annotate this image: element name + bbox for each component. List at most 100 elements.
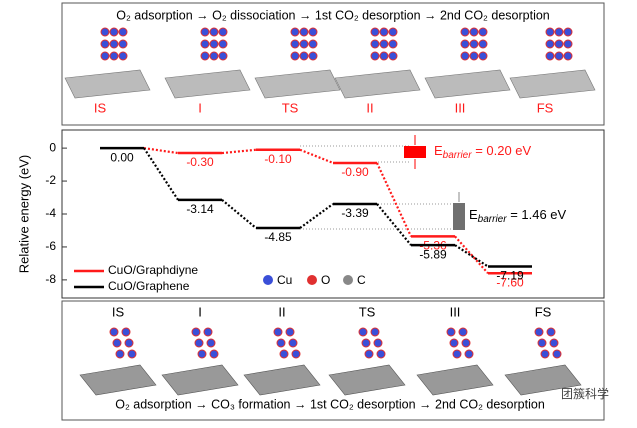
value-label: -3.39 bbox=[341, 206, 369, 220]
state-label: TS bbox=[282, 100, 299, 115]
atom bbox=[200, 27, 210, 37]
atom bbox=[290, 39, 300, 49]
connector bbox=[143, 147, 179, 201]
structures bbox=[64, 27, 596, 396]
atom bbox=[218, 39, 228, 49]
atom bbox=[546, 327, 556, 337]
atom bbox=[469, 39, 479, 49]
atom bbox=[299, 51, 309, 61]
y-tick-label: -2 bbox=[45, 173, 56, 187]
atom bbox=[273, 327, 283, 337]
atom bbox=[209, 51, 219, 61]
connector bbox=[376, 162, 412, 237]
state-label: II bbox=[366, 100, 373, 115]
atom bbox=[373, 338, 383, 348]
atom-legend-label: C bbox=[357, 273, 366, 287]
atom-legend-marker bbox=[307, 275, 317, 285]
atom bbox=[291, 349, 301, 359]
atom bbox=[194, 338, 204, 348]
annotation-part: = 1.46 eV bbox=[507, 207, 567, 222]
atom bbox=[290, 51, 300, 61]
atom bbox=[460, 39, 470, 49]
atom bbox=[358, 327, 368, 337]
atom bbox=[464, 349, 474, 359]
atom bbox=[218, 51, 228, 61]
barrier-annotation: Ebarrier = 1.46 eV bbox=[469, 207, 567, 224]
atom bbox=[460, 51, 470, 61]
atom bbox=[469, 27, 479, 37]
atom bbox=[203, 327, 213, 337]
value-label: -7.60 bbox=[496, 275, 524, 289]
atom bbox=[109, 327, 119, 337]
watermark: 团簇科学 bbox=[561, 386, 609, 401]
y-tick-label: -8 bbox=[45, 272, 56, 286]
atom bbox=[206, 338, 216, 348]
atom bbox=[100, 39, 110, 49]
value-label: -0.10 bbox=[264, 152, 292, 166]
value-label: -7.19 bbox=[496, 269, 524, 283]
atom bbox=[109, 39, 119, 49]
atom bbox=[452, 349, 462, 359]
value-label: -5.89 bbox=[419, 247, 447, 261]
atom bbox=[200, 39, 210, 49]
state-label: FS bbox=[535, 304, 552, 319]
value-label: -4.85 bbox=[264, 230, 292, 244]
atom-legend-marker bbox=[343, 275, 353, 285]
atom bbox=[461, 338, 471, 348]
atom bbox=[361, 338, 371, 348]
slab bbox=[504, 364, 582, 396]
atom bbox=[478, 27, 488, 37]
slab bbox=[64, 69, 151, 99]
atom bbox=[109, 27, 119, 37]
atom bbox=[118, 39, 128, 49]
atom bbox=[446, 327, 456, 337]
y-tick-label: 0 bbox=[49, 140, 56, 154]
atom bbox=[109, 51, 119, 61]
atom bbox=[388, 51, 398, 61]
atom bbox=[118, 51, 128, 61]
state-label: I bbox=[198, 100, 202, 115]
bottom-caption: O₂ adsorption → CO₃ formation → 1st CO₂ … bbox=[115, 397, 545, 411]
atom bbox=[370, 327, 380, 337]
atom bbox=[554, 27, 564, 37]
atom bbox=[285, 327, 295, 337]
slab bbox=[424, 69, 511, 99]
connector bbox=[299, 203, 334, 229]
value-label: -0.30 bbox=[186, 155, 214, 169]
barrier-box bbox=[404, 146, 426, 158]
atom bbox=[288, 338, 298, 348]
atom bbox=[124, 338, 134, 348]
state-label: IS bbox=[94, 100, 107, 115]
state-label: III bbox=[450, 304, 461, 319]
annotation-part: E bbox=[434, 143, 443, 158]
slab bbox=[79, 364, 157, 396]
connector bbox=[143, 147, 179, 155]
state-label: II bbox=[278, 304, 285, 319]
y-axis-label: Relative energy (eV) bbox=[16, 155, 31, 274]
atom bbox=[388, 27, 398, 37]
atom bbox=[554, 51, 564, 61]
atom bbox=[100, 27, 110, 37]
annotation-part: E bbox=[469, 207, 478, 222]
atom bbox=[458, 327, 468, 337]
slab bbox=[243, 364, 321, 396]
annotation-part: barrier bbox=[443, 150, 473, 161]
y-tick-label: -4 bbox=[45, 206, 56, 220]
atom bbox=[478, 51, 488, 61]
connector bbox=[299, 148, 334, 164]
barrier-annotation: Ebarrier = 0.20 eV bbox=[434, 143, 532, 160]
atom bbox=[370, 39, 380, 49]
atom-legend-label: Cu bbox=[277, 273, 292, 287]
atom bbox=[100, 51, 110, 61]
atom bbox=[209, 39, 219, 49]
slab bbox=[416, 364, 494, 396]
connector bbox=[454, 244, 489, 268]
slab bbox=[328, 364, 406, 396]
value-label: -0.90 bbox=[341, 165, 369, 179]
value-label: 0.00 bbox=[110, 150, 134, 164]
atom bbox=[376, 349, 386, 359]
atom bbox=[299, 27, 309, 37]
state-label: TS bbox=[359, 304, 376, 319]
atom bbox=[209, 27, 219, 37]
